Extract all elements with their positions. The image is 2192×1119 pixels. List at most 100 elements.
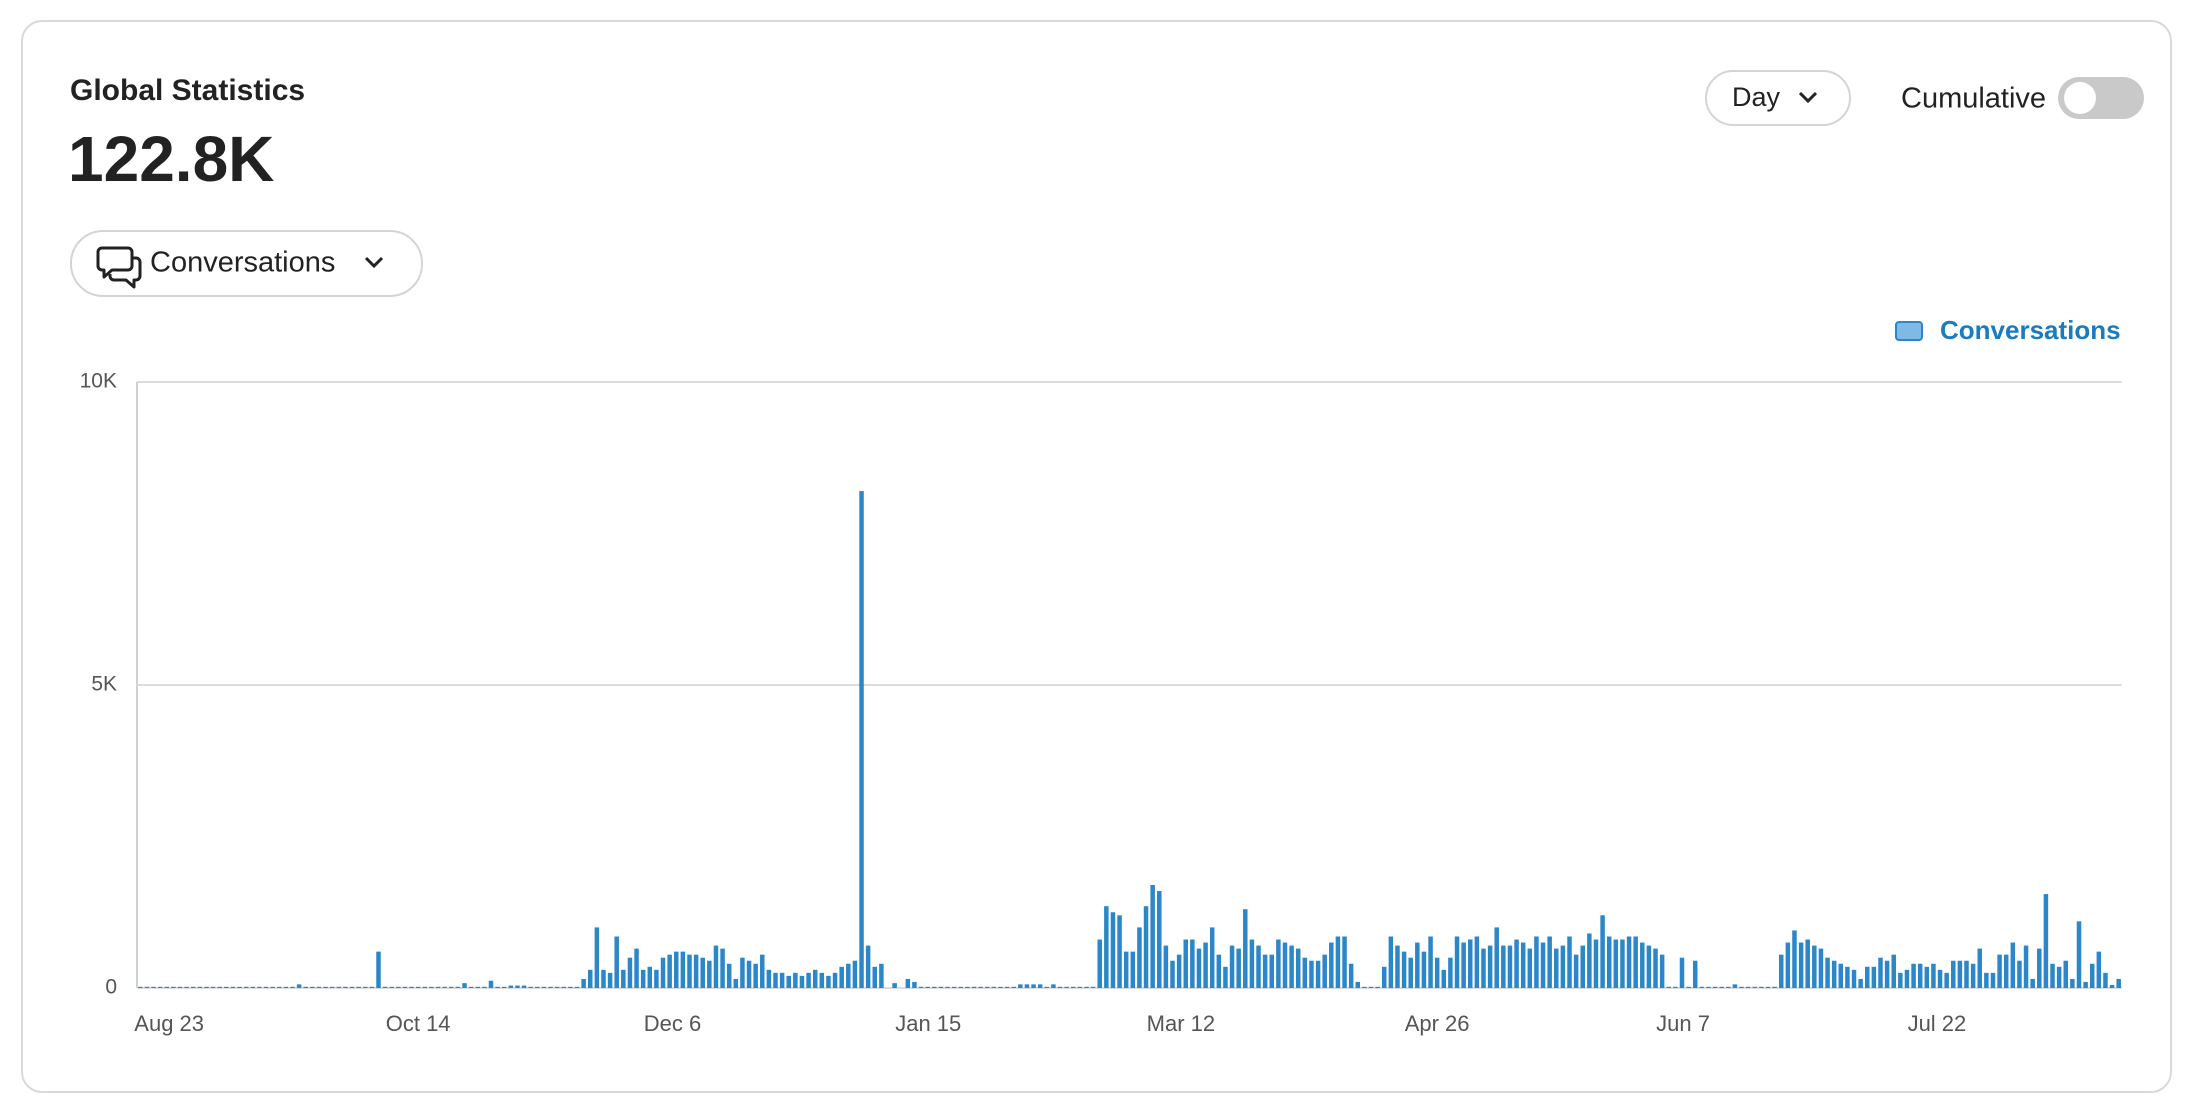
bar [389,986,394,988]
bar [839,966,844,988]
bar [654,969,659,988]
bar [2030,978,2035,988]
bar [1434,957,1440,988]
bar [1706,986,1711,988]
bar [1104,906,1109,988]
bar [1150,884,1155,988]
bar [1752,986,1758,988]
bar [998,986,1003,988]
x-tick-label: Jul 22 [1908,1011,1967,1036]
bar [1593,939,1599,988]
bar [799,975,805,988]
bar [528,986,533,988]
bar [415,986,421,988]
bar [2089,963,2095,988]
bar [462,983,467,988]
bar [1481,948,1486,988]
bar [277,986,282,988]
legend-swatch [1895,321,1923,341]
bar [932,986,937,988]
x-tick-label: Apr 26 [1405,1011,1470,1036]
dropdown-box[interactable] [1705,70,1851,126]
bar [826,975,831,988]
bar [812,969,818,988]
bar [581,978,586,988]
bar [144,986,150,988]
bar [1004,986,1010,988]
bar [2103,972,2108,988]
x-tick-label: Jun 7 [1656,1011,1710,1036]
bar [535,986,540,988]
bar [1527,948,1533,988]
bar [991,986,997,988]
bar [422,986,428,988]
bar [779,972,785,988]
bar [1805,939,1810,988]
bar [1494,927,1499,988]
bar [680,951,686,988]
bar [700,957,705,988]
bar [1309,960,1314,988]
bar [2043,894,2049,988]
bar [740,957,745,988]
bar [1984,972,1989,988]
metric-dropdown[interactable]: Conversations [70,230,423,297]
bar [561,986,567,988]
bar [1256,945,1261,988]
period-label[interactable]: Day [1732,82,1781,112]
cumulative-toggle[interactable] [2058,77,2144,119]
bar [1276,939,1281,988]
bar [1401,951,1407,988]
title: Global Statistics [70,74,305,107]
bar [879,963,884,988]
bar [852,960,858,988]
bar [157,986,163,988]
bar [501,986,507,988]
bar [621,969,626,988]
bar [449,986,454,988]
bar [1567,936,1572,988]
bar [1335,936,1341,988]
bar [1441,969,1447,988]
bar [1388,936,1394,988]
bar [1884,960,1890,988]
bar [819,972,825,988]
bar [832,972,838,988]
bar [1845,966,1850,988]
bar [1951,960,1956,988]
bar [2037,948,2042,988]
x-tick-label: Oct 14 [386,1011,451,1036]
bar [786,975,791,988]
chevron [364,256,384,269]
period-dropdown[interactable]: Day [1705,70,1851,126]
bar [1011,986,1016,988]
bar [726,963,732,988]
bar [1487,945,1493,988]
bar [1964,960,1969,988]
bar [912,981,917,988]
bar [647,966,653,988]
bar [257,986,262,988]
bar [290,986,295,988]
chevron [1798,91,1818,104]
metric-label[interactable]: Conversations [150,247,335,279]
bar [1818,948,1824,988]
bar [1097,939,1102,988]
bar [1798,942,1804,988]
dropdown-box[interactable] [70,230,423,297]
bar [1362,986,1367,988]
bar [640,969,646,988]
bar [1229,945,1235,988]
bar [938,986,944,988]
bar [1673,986,1678,988]
bar [1785,942,1791,988]
bar [177,986,183,988]
bar [1329,942,1334,988]
bar [2070,978,2075,988]
bar [614,936,619,988]
bar [1408,957,1413,988]
bar [1587,933,1592,988]
bar [190,986,196,988]
bar [892,983,897,988]
bar [1560,945,1566,988]
